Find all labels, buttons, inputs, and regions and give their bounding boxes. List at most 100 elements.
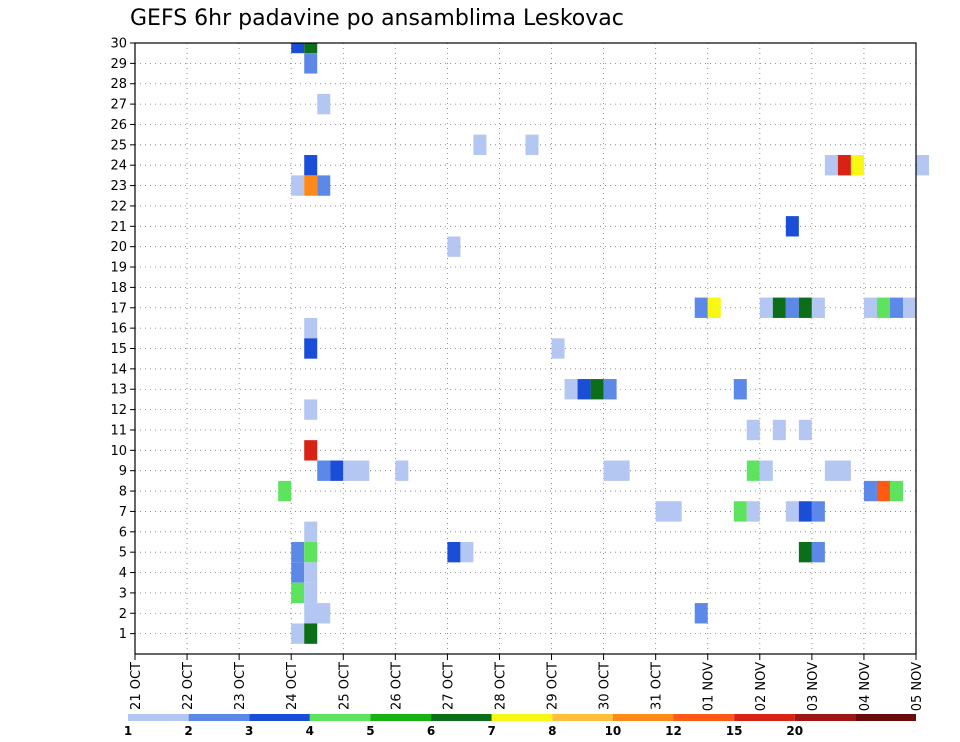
y-tick-label: 4 <box>119 566 127 581</box>
heatmap-cell <box>460 541 474 563</box>
colorbar-label: 7 <box>488 724 496 738</box>
heatmap-cell <box>291 43 305 54</box>
heatmap-cell <box>395 460 409 481</box>
y-tick-label: 16 <box>110 322 127 337</box>
heatmap-cell <box>863 480 877 502</box>
heatmap-cell <box>317 460 331 481</box>
y-tick-label: 21 <box>110 220 127 235</box>
heatmap-cell <box>811 297 825 318</box>
heatmap-cell <box>785 501 799 522</box>
heatmap-cell <box>291 562 305 583</box>
y-tick-label: 29 <box>110 57 127 72</box>
heatmap-cell <box>837 155 851 176</box>
x-tick-label: 22 OCT <box>181 662 196 710</box>
heatmap-cell <box>551 338 565 359</box>
y-tick-label: 5 <box>119 546 127 561</box>
heatmap-cell <box>291 582 305 604</box>
heatmap-cell <box>473 134 487 156</box>
x-tick-label: 01 NOV <box>702 662 717 711</box>
colorbar-label: 3 <box>245 724 253 738</box>
x-tick-label: 25 OCT <box>337 662 352 710</box>
colorbar-label: 2 <box>184 724 192 738</box>
x-tick-label: 31 OCT <box>650 662 665 710</box>
y-tick-label: 24 <box>110 159 127 174</box>
heatmap-cell <box>304 562 318 583</box>
heatmap-cell <box>824 460 851 481</box>
heatmap-cell <box>577 379 591 400</box>
heatmap-cell <box>759 297 773 318</box>
y-tick-label: 19 <box>110 261 127 276</box>
heatmap-cell <box>655 501 682 522</box>
y-tick-label: 22 <box>110 199 127 214</box>
colorbar-label: 6 <box>427 724 435 738</box>
heatmap-cell <box>304 603 331 624</box>
y-tick-label: 13 <box>110 383 127 398</box>
chart-title: GEFS 6hr padavine po ansamblima Leskovac <box>130 6 624 31</box>
x-tick-label: 28 OCT <box>493 662 508 710</box>
y-tick-label: 3 <box>119 586 127 601</box>
colorbar-label: 15 <box>726 724 743 738</box>
x-tick-label: 21 OCT <box>129 662 144 710</box>
heatmap-cell <box>798 297 812 318</box>
y-tick-label: 11 <box>110 423 127 438</box>
heatmap-cell <box>746 419 760 441</box>
colorbar-label: 10 <box>605 724 622 738</box>
colorbar-segment <box>309 714 371 721</box>
heatmap-cell <box>889 480 903 502</box>
heatmap-cell <box>876 297 890 318</box>
colorbar-label: 8 <box>548 724 556 738</box>
y-tick-label: 15 <box>110 342 127 357</box>
x-tick-label: 30 OCT <box>598 662 613 710</box>
heatmap-cell <box>824 155 838 176</box>
y-tick-label: 6 <box>119 525 127 540</box>
x-tick-label: 02 NOV <box>754 662 769 711</box>
heatmap-cell <box>304 53 318 74</box>
y-tick-label: 12 <box>110 403 127 418</box>
colorbar-segment <box>855 714 916 721</box>
heatmap-cell <box>291 623 305 644</box>
x-tick-label: 04 NOV <box>858 662 873 711</box>
x-tick-label: 23 OCT <box>233 662 248 710</box>
y-tick-label: 9 <box>119 464 127 479</box>
heatmap-cell <box>447 236 461 257</box>
colorbar-segment <box>188 714 250 721</box>
heatmap-cell <box>746 501 760 522</box>
heatmap-cell <box>916 155 930 176</box>
colorbar-segment <box>249 714 310 721</box>
heatmap-cell <box>889 297 903 318</box>
y-tick-label: 18 <box>110 281 127 296</box>
x-tick-label: 29 OCT <box>546 662 561 710</box>
heatmap-cell <box>694 297 708 318</box>
y-tick-label: 30 <box>110 37 127 52</box>
y-tick-label: 20 <box>110 240 127 255</box>
heatmap-cell <box>278 480 292 502</box>
colorbar-segment <box>491 714 553 721</box>
heatmap-cell <box>850 155 864 176</box>
heatmap-cell <box>317 93 331 115</box>
heatmap-cell <box>785 216 799 237</box>
heatmap-cell <box>811 501 825 522</box>
heatmap-cell <box>694 603 708 624</box>
y-tick-label: 8 <box>119 485 127 500</box>
x-tick-label: 24 OCT <box>285 662 300 710</box>
heatmap-cell <box>798 419 812 441</box>
y-tick-label: 26 <box>110 118 127 133</box>
heatmap-cell <box>785 297 799 318</box>
heatmap-cell <box>304 175 318 196</box>
heatmap-cell <box>902 297 916 318</box>
heatmap-cell <box>603 460 630 481</box>
colorbar-segment <box>552 714 613 721</box>
colorbar-segment <box>673 714 735 721</box>
y-tick-label: 17 <box>110 301 127 316</box>
heatmap-cell <box>343 460 370 481</box>
heatmap-cell <box>876 480 890 502</box>
colorbar-segment <box>794 714 856 721</box>
y-tick-label: 28 <box>110 77 127 92</box>
heatmap-cell <box>759 460 773 481</box>
heatmap-cell <box>798 501 812 522</box>
heatmap-cell <box>304 440 318 461</box>
heatmap-cell <box>772 419 786 441</box>
heatmap-cell <box>304 338 318 359</box>
colorbar-label: 12 <box>665 724 682 738</box>
